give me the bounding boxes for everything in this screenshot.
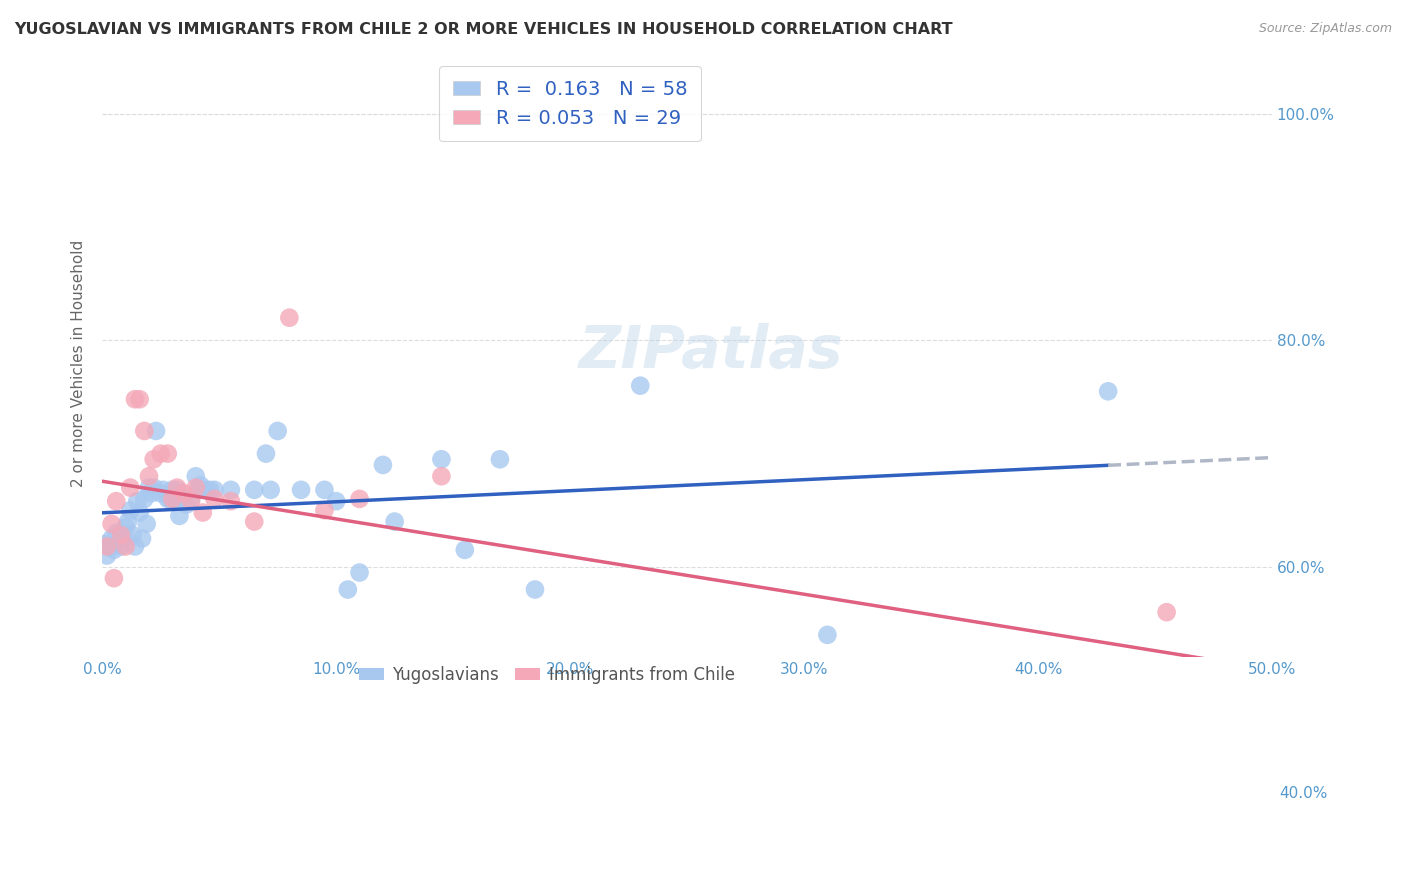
Point — [138, 469, 160, 483]
Point — [1097, 384, 1119, 399]
Point — [628, 378, 651, 392]
Text: Source: ZipAtlas.com: Source: ZipAtlas.com — [1258, 22, 1392, 36]
Point — [173, 486, 195, 500]
Point — [190, 478, 212, 492]
Point — [454, 542, 477, 557]
Point — [103, 571, 125, 585]
Point — [430, 452, 453, 467]
Point — [117, 515, 139, 529]
Point — [152, 483, 174, 497]
Point — [124, 540, 146, 554]
Point — [314, 503, 336, 517]
Point — [103, 542, 125, 557]
Text: ZIPatlas: ZIPatlas — [578, 323, 842, 380]
Point — [145, 424, 167, 438]
Point — [198, 483, 221, 497]
Point — [141, 486, 163, 500]
Point — [180, 491, 202, 506]
Point — [105, 494, 128, 508]
Point — [162, 491, 184, 506]
Point — [112, 528, 135, 542]
Point — [204, 483, 226, 497]
Point — [128, 392, 150, 407]
Point — [120, 481, 142, 495]
Point — [259, 483, 281, 497]
Point — [105, 525, 128, 540]
Point — [100, 516, 122, 531]
Point — [107, 535, 129, 549]
Point — [336, 582, 359, 597]
Point — [162, 483, 184, 497]
Point — [254, 447, 277, 461]
Point — [349, 566, 371, 580]
Point — [180, 494, 202, 508]
Point — [349, 491, 371, 506]
Point — [96, 540, 118, 554]
Point — [166, 481, 188, 495]
Point — [114, 540, 136, 554]
Point — [96, 549, 118, 563]
Point — [135, 516, 157, 531]
Point — [243, 483, 266, 497]
Point — [128, 506, 150, 520]
Point — [524, 582, 547, 597]
Point — [384, 515, 406, 529]
Point — [114, 520, 136, 534]
Point — [219, 483, 242, 497]
Y-axis label: 2 or more Vehicles in Household: 2 or more Vehicles in Household — [72, 239, 86, 487]
Point — [191, 506, 214, 520]
Point — [134, 491, 156, 506]
Point — [166, 483, 188, 497]
Point — [243, 515, 266, 529]
Point — [489, 452, 512, 467]
Point — [194, 483, 217, 497]
Point — [134, 424, 156, 438]
Point — [314, 483, 336, 497]
Point — [127, 494, 149, 508]
Point — [121, 528, 143, 542]
Point — [93, 537, 115, 551]
Point — [100, 532, 122, 546]
Point — [454, 848, 477, 863]
Point — [815, 628, 838, 642]
Point — [156, 491, 179, 506]
Point — [176, 498, 198, 512]
Legend: Yugoslavians, Immigrants from Chile: Yugoslavians, Immigrants from Chile — [352, 659, 741, 690]
Point — [149, 486, 172, 500]
Point — [142, 481, 165, 495]
Point — [187, 483, 209, 497]
Point — [184, 481, 207, 495]
Text: YUGOSLAVIAN VS IMMIGRANTS FROM CHILE 2 OR MORE VEHICLES IN HOUSEHOLD CORRELATION: YUGOSLAVIAN VS IMMIGRANTS FROM CHILE 2 O… — [14, 22, 953, 37]
Point — [169, 508, 191, 523]
Point — [371, 458, 394, 472]
Point — [120, 503, 142, 517]
Point — [278, 310, 301, 325]
Point — [98, 540, 121, 554]
Point — [163, 494, 186, 508]
Point — [124, 392, 146, 407]
Text: 40.0%: 40.0% — [1279, 786, 1327, 801]
Point — [430, 469, 453, 483]
Point — [266, 424, 288, 438]
Point — [1156, 605, 1178, 619]
Point — [219, 494, 242, 508]
Point — [131, 532, 153, 546]
Point — [138, 481, 160, 495]
Point — [325, 494, 347, 508]
Point — [142, 452, 165, 467]
Point — [173, 491, 195, 506]
Point — [110, 540, 132, 554]
Point — [204, 491, 226, 506]
Point — [290, 483, 312, 497]
Point — [156, 447, 179, 461]
Point — [159, 491, 181, 506]
Point — [110, 528, 132, 542]
Point — [184, 469, 207, 483]
Point — [149, 447, 172, 461]
